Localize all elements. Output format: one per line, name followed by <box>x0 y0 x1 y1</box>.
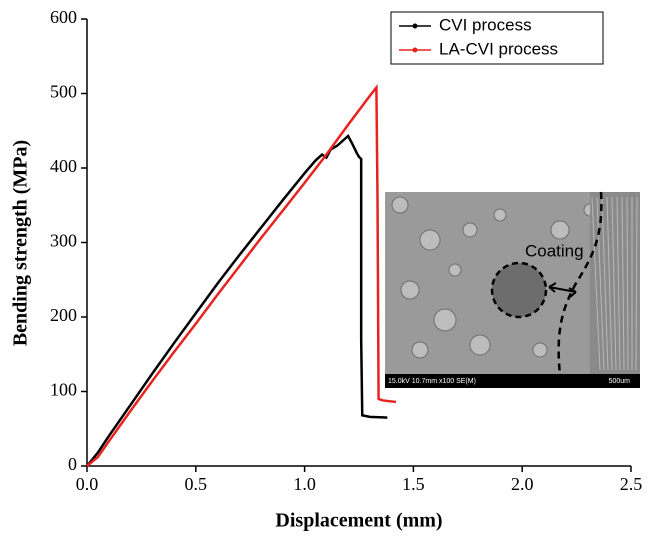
inset-fiber <box>611 196 617 371</box>
inset-fiber <box>596 196 605 371</box>
legend-label: LA-CVI process <box>439 39 558 58</box>
inset-fiber <box>606 196 613 371</box>
inset-texture <box>411 341 429 359</box>
data-line <box>86 84 397 467</box>
inset-fiber <box>591 196 601 371</box>
inset-texture <box>462 222 478 238</box>
y-tick-label: 100 <box>50 380 77 400</box>
y-tick-label: 600 <box>50 7 77 27</box>
inset-boundary <box>557 191 603 376</box>
inset-fiber <box>635 196 638 371</box>
y-tick-label: 200 <box>50 305 77 325</box>
inset-texture <box>493 208 507 222</box>
inset-fiber-core <box>490 261 548 319</box>
inset-texture <box>550 220 570 240</box>
y-axis-label: Bending strength (MPa) <box>10 140 32 346</box>
legend-box <box>390 11 604 65</box>
inset-fiber <box>616 196 621 371</box>
inset-info-bar <box>385 374 640 388</box>
x-axis-label: Displacement (mm) <box>275 510 442 532</box>
y-tick-label: 300 <box>50 231 77 251</box>
inset-texture <box>391 196 409 214</box>
legend-marker <box>412 23 418 29</box>
inset-texture <box>469 334 491 356</box>
x-tick-label: 1.0 <box>293 474 316 494</box>
x-tick-label: 0.5 <box>185 474 208 494</box>
x-tick-label: 1.5 <box>402 474 425 494</box>
y-tick-label: 0 <box>68 454 77 474</box>
inset-texture <box>419 229 441 251</box>
inset-texture <box>532 342 548 358</box>
data-line <box>86 133 388 467</box>
x-tick-label: 2.5 <box>620 474 643 494</box>
inset-annotation: Coating <box>525 241 584 260</box>
inset-texture <box>400 280 420 300</box>
x-tick-label: 0.0 <box>76 474 99 494</box>
x-tick-label: 2.0 <box>511 474 534 494</box>
legend-marker <box>412 47 418 53</box>
inset-fiber <box>626 196 629 371</box>
inset-info: 15.0kV 10.7mm x100 SE(M) <box>388 378 476 385</box>
y-tick-label: 400 <box>50 156 77 176</box>
inset-scale: 500um <box>609 378 631 385</box>
y-tick-label: 500 <box>50 82 77 102</box>
inset-texture <box>448 263 462 277</box>
inset-image: Coating 15.0kV 10.7mm x100 SE(M) 500um <box>385 191 640 388</box>
legend-label: CVI process <box>439 15 532 34</box>
inset-texture <box>433 308 457 332</box>
inset-arrow <box>548 282 577 298</box>
inset-fiber <box>621 196 625 371</box>
inset-fiber <box>601 196 609 371</box>
